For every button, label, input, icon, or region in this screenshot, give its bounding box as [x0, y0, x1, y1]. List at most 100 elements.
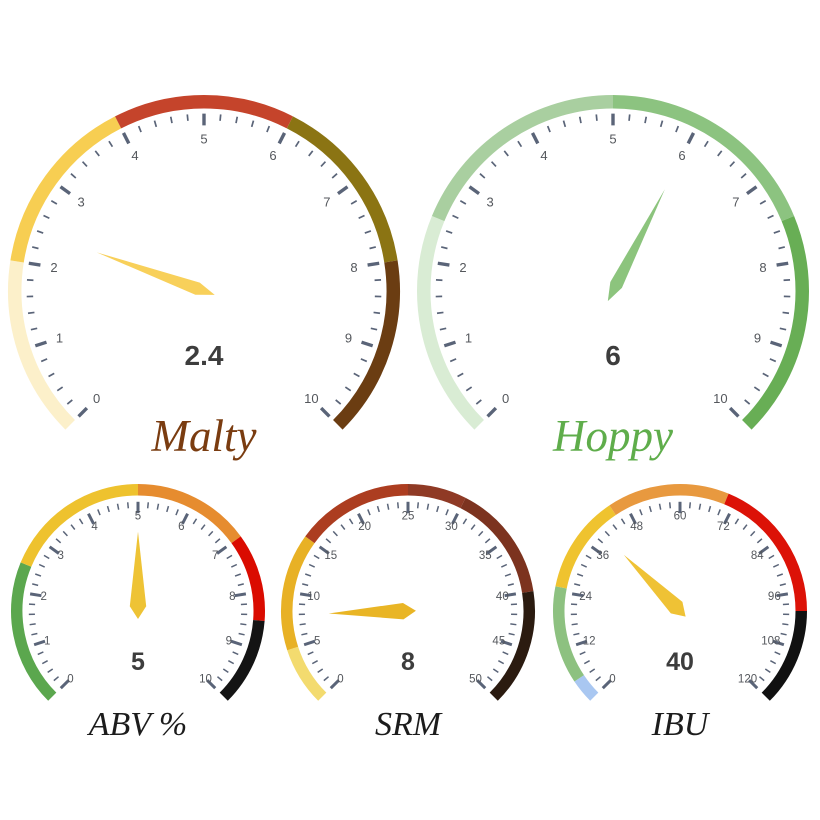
- gauge-arc-segment: [333, 260, 400, 430]
- minor-tick: [612, 524, 618, 530]
- gauge-arc-segment: [20, 484, 139, 567]
- minor-tick: [386, 503, 390, 510]
- minor-tick: [332, 530, 338, 537]
- minor-tick: [369, 246, 377, 250]
- minor-tick: [301, 632, 308, 636]
- tick-label: 9: [754, 330, 761, 345]
- minor-tick: [360, 358, 368, 363]
- tick-label: 4: [131, 148, 138, 163]
- major-tick: [367, 261, 380, 267]
- tick-label: 25: [402, 511, 415, 523]
- gauge-needle: [96, 252, 215, 295]
- gauge-arc-segment: [742, 216, 809, 430]
- tick-label: 7: [323, 194, 330, 209]
- major-tick: [575, 639, 588, 647]
- gauge-arc-segment: [10, 116, 122, 263]
- minor-tick: [436, 311, 444, 315]
- tick-label: 9: [345, 330, 352, 345]
- major-tick: [29, 592, 42, 598]
- tick-label: 10: [304, 391, 318, 406]
- minor-tick: [504, 573, 512, 577]
- gauge-title-srm: SRM: [374, 706, 442, 743]
- minor-tick: [41, 660, 48, 665]
- gauge-arc-segment: [460, 497, 534, 594]
- major-tick: [303, 639, 316, 647]
- gauge-needle: [328, 602, 416, 620]
- minor-tick: [216, 676, 223, 682]
- minor-tick: [396, 502, 400, 509]
- minor-tick: [668, 502, 672, 509]
- gauge-arc-segment: [609, 484, 729, 516]
- major-tick: [500, 639, 513, 647]
- major-tick: [59, 679, 70, 690]
- minor-tick: [36, 230, 44, 234]
- minor-tick: [126, 502, 130, 509]
- minor-tick: [440, 246, 448, 250]
- minor-tick: [31, 632, 38, 636]
- minor-tick: [703, 140, 709, 148]
- minor-tick: [304, 573, 312, 577]
- tick-label: 5: [314, 636, 320, 648]
- minor-tick: [238, 632, 245, 636]
- gauge-needle: [129, 531, 147, 619]
- minor-tick: [659, 120, 664, 128]
- minor-tick: [47, 668, 54, 674]
- tick-label: 3: [486, 194, 493, 209]
- tick-label: 1: [44, 636, 50, 648]
- minor-tick: [97, 509, 101, 516]
- minor-tick: [299, 623, 306, 626]
- tick-label: 20: [358, 521, 371, 533]
- minor-tick: [331, 173, 338, 179]
- minor-tick: [219, 114, 222, 121]
- tick-label: 72: [717, 521, 730, 533]
- tick-label: 7: [732, 194, 739, 209]
- minor-tick: [27, 311, 35, 315]
- major-tick: [745, 185, 758, 196]
- minor-tick: [782, 311, 790, 315]
- minor-tick: [778, 246, 786, 250]
- minor-tick: [234, 573, 242, 577]
- minor-tick: [439, 327, 447, 331]
- gauge-arc-segment: [115, 95, 293, 129]
- minor-tick: [62, 530, 68, 537]
- minor-tick: [436, 505, 440, 513]
- tick-label: 1: [465, 330, 472, 345]
- minor-tick: [43, 554, 50, 560]
- gauge-arc-segment: [431, 95, 614, 222]
- minor-tick: [457, 372, 464, 378]
- tick-label: 5: [609, 132, 616, 147]
- minor-tick: [308, 563, 316, 568]
- minor-tick: [742, 524, 748, 530]
- major-tick: [451, 513, 459, 525]
- minor-tick: [370, 327, 378, 331]
- gauge-arc-segment: [287, 646, 327, 701]
- minor-tick: [729, 161, 736, 167]
- minor-tick: [81, 161, 88, 167]
- minor-tick: [644, 116, 648, 124]
- tick-label: 12: [583, 636, 596, 648]
- minor-tick: [648, 505, 652, 513]
- tick-label: 84: [751, 550, 764, 562]
- tick-label: 6: [178, 521, 184, 533]
- major-tick: [769, 340, 783, 348]
- minor-tick: [698, 503, 702, 510]
- tick-label: 5: [135, 511, 141, 523]
- gauge-arc-segment: [761, 610, 807, 701]
- tick-label: 8: [229, 591, 235, 603]
- major-tick: [601, 679, 612, 690]
- minor-tick: [589, 668, 596, 674]
- minor-tick: [769, 358, 777, 363]
- minor-tick: [200, 524, 206, 530]
- minor-tick: [311, 660, 318, 665]
- gauge-arc-segment: [555, 505, 616, 589]
- minor-tick: [34, 573, 42, 577]
- tick-label: 120: [738, 674, 757, 686]
- major-tick: [277, 132, 287, 145]
- major-tick: [629, 513, 637, 525]
- minor-tick: [578, 116, 582, 124]
- gauge-arc-segment: [724, 493, 807, 612]
- minor-tick: [153, 120, 158, 128]
- gauge-value-hoppy: 6: [605, 340, 621, 371]
- minor-tick: [639, 509, 643, 516]
- tick-label: 2: [50, 260, 57, 275]
